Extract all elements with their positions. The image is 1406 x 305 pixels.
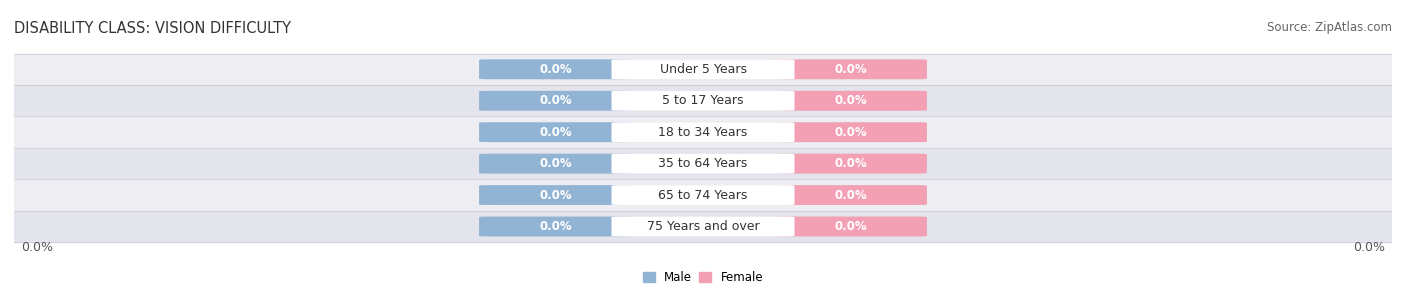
Text: 0.0%: 0.0% <box>834 157 866 170</box>
Text: 0.0%: 0.0% <box>834 220 866 233</box>
Text: DISABILITY CLASS: VISION DIFFICULTY: DISABILITY CLASS: VISION DIFFICULTY <box>14 21 291 36</box>
FancyBboxPatch shape <box>773 59 927 79</box>
Text: 65 to 74 Years: 65 to 74 Years <box>658 188 748 202</box>
Bar <box>14 148 1392 179</box>
Text: 0.0%: 0.0% <box>834 94 866 107</box>
FancyBboxPatch shape <box>479 185 633 205</box>
FancyBboxPatch shape <box>773 154 927 174</box>
Bar <box>14 179 1392 211</box>
Text: 0.0%: 0.0% <box>834 188 866 202</box>
Text: Source: ZipAtlas.com: Source: ZipAtlas.com <box>1267 21 1392 34</box>
FancyBboxPatch shape <box>773 185 927 205</box>
FancyBboxPatch shape <box>612 154 794 174</box>
FancyBboxPatch shape <box>479 59 927 79</box>
FancyBboxPatch shape <box>612 91 794 111</box>
Bar <box>14 54 1392 85</box>
FancyBboxPatch shape <box>479 122 927 142</box>
Legend: Male, Female: Male, Female <box>638 267 768 289</box>
FancyBboxPatch shape <box>479 59 633 79</box>
FancyBboxPatch shape <box>612 122 794 142</box>
Text: 35 to 64 Years: 35 to 64 Years <box>658 157 748 170</box>
Text: 0.0%: 0.0% <box>540 157 572 170</box>
Text: 0.0%: 0.0% <box>540 94 572 107</box>
Bar <box>14 85 1392 117</box>
Text: 0.0%: 0.0% <box>21 241 53 254</box>
Text: 0.0%: 0.0% <box>834 126 866 139</box>
Text: 0.0%: 0.0% <box>1353 241 1385 254</box>
FancyBboxPatch shape <box>773 217 927 236</box>
FancyBboxPatch shape <box>479 91 927 111</box>
FancyBboxPatch shape <box>479 122 633 142</box>
Text: 75 Years and over: 75 Years and over <box>647 220 759 233</box>
FancyBboxPatch shape <box>612 59 794 79</box>
FancyBboxPatch shape <box>479 91 633 111</box>
Text: 18 to 34 Years: 18 to 34 Years <box>658 126 748 139</box>
Text: 0.0%: 0.0% <box>540 126 572 139</box>
Text: 0.0%: 0.0% <box>540 63 572 76</box>
FancyBboxPatch shape <box>773 91 927 111</box>
FancyBboxPatch shape <box>479 217 633 236</box>
Text: Under 5 Years: Under 5 Years <box>659 63 747 76</box>
Text: 0.0%: 0.0% <box>540 220 572 233</box>
Text: 0.0%: 0.0% <box>540 188 572 202</box>
FancyBboxPatch shape <box>612 185 794 205</box>
Text: 0.0%: 0.0% <box>834 63 866 76</box>
FancyBboxPatch shape <box>773 122 927 142</box>
Bar <box>14 211 1392 242</box>
Bar <box>14 117 1392 148</box>
FancyBboxPatch shape <box>479 154 927 174</box>
Text: 5 to 17 Years: 5 to 17 Years <box>662 94 744 107</box>
FancyBboxPatch shape <box>479 154 633 174</box>
FancyBboxPatch shape <box>612 217 794 236</box>
FancyBboxPatch shape <box>479 185 927 205</box>
FancyBboxPatch shape <box>479 217 927 236</box>
